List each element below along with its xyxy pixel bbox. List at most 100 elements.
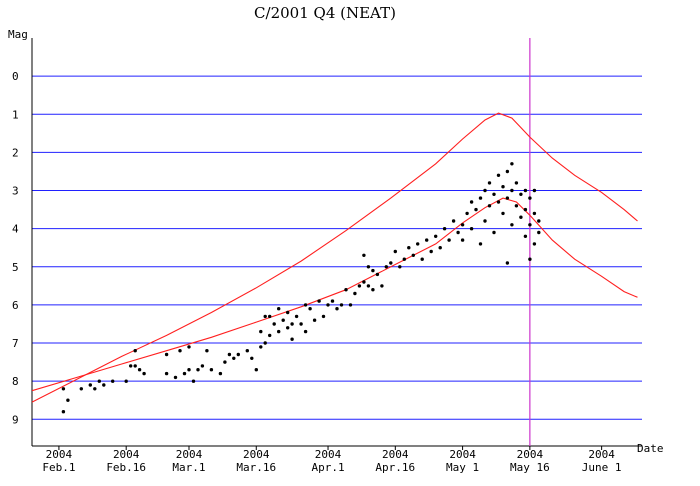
x-axis-label: Date	[637, 442, 664, 455]
observation-point	[505, 261, 510, 265]
observation-point	[317, 299, 321, 303]
chart-title: C/2001 Q4 (NEAT)	[254, 4, 396, 22]
observation-point	[447, 238, 451, 242]
y-tick-8: 8	[12, 375, 19, 388]
y-axis-label: Mag	[8, 28, 28, 41]
observation-point	[353, 291, 357, 296]
observation-point	[371, 288, 375, 292]
observation-point	[187, 345, 191, 349]
observation-point	[142, 371, 146, 376]
x-tick-year-7: 2004	[517, 448, 544, 461]
x-tick-label-8: June 1	[582, 461, 622, 474]
observation-point	[537, 230, 541, 235]
observation-point	[97, 379, 102, 383]
observation-point	[111, 379, 115, 383]
observation-point	[528, 196, 532, 200]
observation-point	[505, 169, 510, 174]
observation-point	[460, 238, 465, 242]
x-tick-year-5: 2004	[382, 448, 409, 461]
x-tick-year-4: 2004	[315, 448, 342, 461]
observation-point	[254, 368, 258, 372]
y-tick-7: 7	[12, 337, 19, 350]
observation-point	[532, 188, 537, 193]
observation-point	[420, 257, 424, 261]
observation-point	[469, 227, 474, 231]
model-curves	[31, 112, 638, 403]
observation-point	[528, 257, 532, 261]
observation-point	[366, 284, 371, 288]
observation-point	[483, 188, 487, 193]
observation-point	[191, 379, 196, 383]
x-tick-label-6: May 1	[446, 461, 479, 474]
observation-point	[268, 333, 272, 338]
observation-point	[164, 352, 169, 357]
observation-point	[456, 230, 460, 235]
observation-point	[348, 303, 353, 307]
x-tick-year-0: 2004	[46, 448, 73, 461]
y-tick-5: 5	[12, 261, 19, 274]
observation-point	[245, 349, 249, 353]
observation-point	[173, 375, 178, 380]
x-tick-label-3: Mar.16	[236, 461, 276, 474]
observation-point	[357, 284, 362, 288]
observation-point	[505, 196, 510, 200]
observation-point	[137, 368, 142, 372]
x-tick-label-1: Feb.16	[106, 461, 146, 474]
observation-point	[268, 314, 272, 319]
observation-point	[303, 329, 308, 334]
observation-point	[259, 329, 263, 334]
observation-point	[469, 200, 474, 204]
observation-point	[492, 230, 496, 235]
observation-point	[501, 185, 505, 189]
observation-point	[129, 364, 133, 368]
observation-point	[429, 249, 433, 254]
observation-point	[66, 398, 70, 402]
observation-point	[250, 356, 254, 360]
observation-point	[523, 188, 528, 193]
y-tick-labels: 0 1 2 3 4 5 6 7 8 9	[12, 70, 19, 426]
x-tick-year-8: 2004	[588, 448, 615, 461]
y-tick-0: 0	[12, 70, 19, 83]
observation-point	[178, 349, 182, 353]
observation-point	[277, 307, 281, 311]
observation-point	[164, 371, 169, 376]
observation-point	[532, 211, 537, 216]
observation-point	[187, 368, 191, 372]
observation-point	[277, 329, 281, 334]
observation-point	[523, 234, 528, 238]
observation-point	[434, 234, 438, 238]
observation-point	[514, 204, 519, 208]
observation-point	[335, 307, 339, 311]
observation-point	[496, 173, 501, 177]
observation-point	[133, 364, 137, 368]
observation-point	[312, 318, 317, 322]
observation-point	[272, 322, 276, 326]
observation-point	[79, 387, 84, 391]
observation-point	[487, 204, 492, 208]
observation-point	[528, 223, 532, 227]
y-tick-4: 4	[12, 223, 19, 236]
observation-point	[451, 219, 456, 223]
observation-point	[487, 181, 492, 185]
observation-point	[460, 223, 465, 227]
observation-point	[514, 181, 519, 185]
model-curve-0	[31, 112, 638, 403]
observation-point	[393, 249, 397, 254]
observation-point	[321, 314, 326, 319]
observation-point	[209, 368, 214, 372]
observation-point	[474, 207, 478, 212]
x-tick-label-7: May 16	[510, 461, 550, 474]
observation-point	[501, 211, 505, 216]
observation-point	[438, 246, 442, 250]
observation-point	[286, 310, 290, 315]
observation-point	[483, 219, 487, 223]
observation-point	[88, 383, 93, 387]
observation-point	[227, 352, 232, 357]
observation-point	[523, 207, 528, 212]
y-tick-1: 1	[12, 108, 19, 121]
y-tick-9: 9	[12, 413, 19, 426]
observation-point	[416, 242, 420, 246]
observation-point	[61, 410, 66, 414]
y-tick-6: 6	[12, 299, 19, 312]
observation-point	[478, 242, 483, 246]
